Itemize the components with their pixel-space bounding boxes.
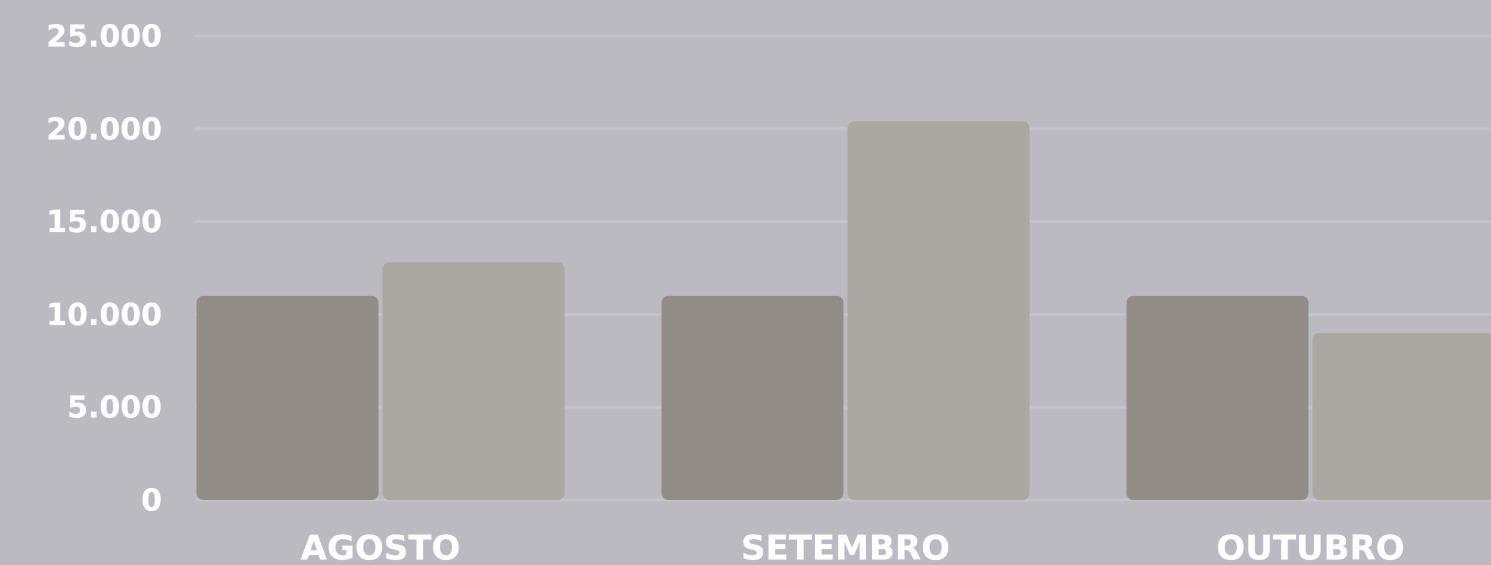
bar xyxy=(196,295,379,500)
bar xyxy=(1126,295,1309,500)
bar xyxy=(1312,332,1491,500)
y-tick-label: 15.000 xyxy=(46,205,162,240)
y-tick-label: 20.000 xyxy=(46,112,162,147)
y-tick-label: 5.000 xyxy=(67,391,162,426)
x-tick-label: AGOSTO xyxy=(301,529,461,565)
y-tick-label: 10.000 xyxy=(46,298,162,333)
x-tick-label: OUTUBRO xyxy=(1216,529,1404,565)
y-tick-label: 0 xyxy=(141,484,162,519)
y-tick-label: 25.000 xyxy=(46,20,162,55)
x-tick-label: SETEMBRO xyxy=(741,529,950,565)
bar xyxy=(382,262,565,500)
bar xyxy=(661,295,844,500)
bar xyxy=(847,121,1030,500)
